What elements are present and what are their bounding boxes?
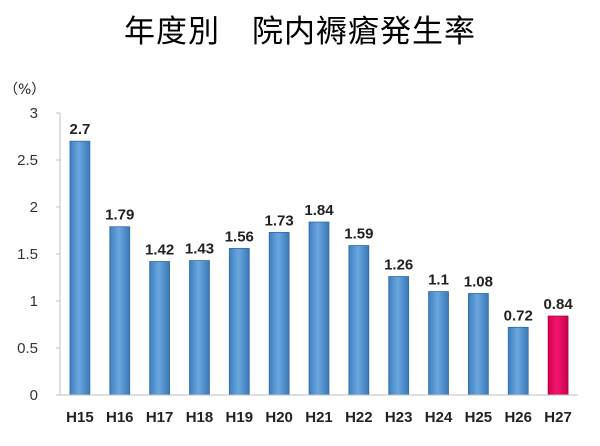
y-tick-label: 2.5: [17, 152, 38, 169]
bar-H23: [388, 276, 410, 396]
data-label-H26: 0.72: [504, 307, 533, 324]
data-label-H27: 0.84: [543, 296, 573, 313]
x-tick-label-H17: H17: [146, 409, 174, 426]
x-tick-label-H24: H24: [425, 409, 453, 426]
x-tick-label-H25: H25: [465, 409, 493, 426]
x-axis: H15 H16 H17 H18 H19 H20 H21 H22 H23 H24 H25 H26 H27: [60, 394, 578, 426]
x-tick-label-H20: H20: [265, 409, 293, 426]
x-tick-label-H19: H19: [226, 409, 254, 426]
y-tick-label: 3: [30, 105, 38, 122]
x-tick-label-H16: H16: [106, 409, 134, 426]
bar-H24: [428, 291, 449, 396]
data-label-H25: 1.08: [464, 273, 493, 290]
x-tick-label-H23: H23: [385, 409, 413, 426]
data-label-H20: 1.73: [265, 212, 294, 229]
x-tick-label-H26: H26: [504, 409, 532, 426]
data-label-H18: 1.43: [185, 241, 214, 258]
y-tick-label: 0.5: [17, 340, 38, 357]
data-label-H21: 1.84: [304, 202, 334, 219]
bar-H22: [348, 245, 370, 396]
y-tick-label: 0: [30, 387, 38, 404]
data-label-H15: 2.7: [69, 121, 90, 138]
x-tick-label-H18: H18: [186, 409, 214, 426]
x-tick-label-H21: H21: [305, 409, 333, 426]
y-tick-label: 1: [30, 293, 38, 310]
bar-H27: [547, 315, 569, 396]
data-label-H17: 1.42: [145, 242, 174, 259]
bar-H25: [468, 293, 489, 396]
bar-H26: [507, 326, 529, 396]
bar-H21: [308, 221, 330, 396]
y-axis-unit-label: （%）: [4, 82, 46, 98]
data-label-H23: 1.26: [384, 257, 413, 274]
y-axis: 0 0.5 1 1.5 2 2.5 3: [17, 105, 61, 404]
data-label-H22: 1.59: [344, 226, 373, 243]
bar-H20: [268, 231, 290, 396]
data-labels: 2.7 1.79 1.42 1.43 1.56 1.73 1.84 1.59 1.26 1.1 1.…: [69, 121, 573, 324]
chart-title: 年度別 院内褥瘡発生率: [124, 14, 476, 50]
bars: [69, 140, 569, 396]
data-label-H24: 1.1: [428, 272, 449, 289]
data-label-H19: 1.56: [225, 228, 254, 245]
bar-H15: [69, 140, 91, 396]
y-tick-label: 1.5: [17, 246, 38, 263]
bar-H16: [109, 226, 131, 396]
y-tick-label: 2: [30, 199, 38, 216]
data-label-H16: 1.79: [105, 207, 134, 224]
x-tick-label-H15: H15: [66, 409, 94, 426]
bar-H18: [189, 260, 210, 396]
x-tick-label-H27: H27: [544, 409, 572, 426]
bar-H19: [228, 247, 250, 396]
bar-H17: [149, 261, 170, 396]
x-tick-label-H22: H22: [345, 409, 373, 426]
